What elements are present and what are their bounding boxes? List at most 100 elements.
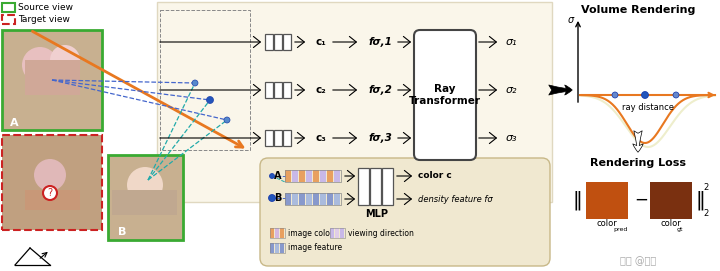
FancyBboxPatch shape (260, 158, 550, 266)
Circle shape (612, 92, 618, 98)
Text: Target view: Target view (18, 15, 70, 24)
Bar (270, 243, 274, 253)
Bar (313, 193, 319, 205)
Bar (320, 193, 326, 205)
Text: σ: σ (568, 15, 574, 25)
Bar (25, 190, 80, 210)
Bar (285, 193, 291, 205)
Bar (2, 15, 15, 24)
Text: 2: 2 (703, 208, 708, 218)
Text: B: B (118, 227, 127, 237)
Bar (2, 135, 102, 230)
Text: σ₃: σ₃ (506, 133, 518, 143)
Text: color: color (661, 218, 681, 227)
Bar (330, 228, 345, 238)
Bar (358, 168, 369, 205)
Text: color: color (597, 218, 617, 227)
Text: image feature: image feature (288, 244, 342, 253)
Circle shape (269, 173, 274, 179)
Circle shape (207, 96, 214, 104)
Bar (265, 130, 273, 146)
Bar (334, 193, 340, 205)
Bar (274, 130, 282, 146)
Circle shape (34, 159, 66, 191)
Text: Rendering Loss: Rendering Loss (590, 158, 686, 168)
Text: gt: gt (677, 227, 683, 233)
Bar (306, 193, 312, 205)
Bar (299, 193, 305, 205)
Text: ‖: ‖ (572, 190, 582, 210)
Bar (335, 228, 339, 238)
Bar (270, 228, 285, 238)
Bar (274, 34, 282, 50)
Bar (112, 190, 177, 215)
Text: ray distance: ray distance (622, 104, 674, 112)
Bar (2, 3, 15, 12)
Bar (283, 34, 291, 50)
Text: A: A (10, 118, 19, 128)
Bar (280, 243, 284, 253)
Bar (292, 170, 298, 182)
Bar (275, 243, 279, 253)
Text: density feature fσ: density feature fσ (418, 195, 492, 204)
Bar (306, 170, 312, 182)
Bar (25, 60, 80, 95)
Text: fσ,2: fσ,2 (368, 85, 392, 95)
Circle shape (269, 195, 276, 202)
Text: c₁: c₁ (315, 37, 325, 47)
Bar (2, 30, 102, 130)
Bar (274, 82, 282, 98)
Bar (320, 170, 326, 182)
FancyBboxPatch shape (414, 30, 476, 160)
Text: A: A (274, 171, 282, 181)
Circle shape (224, 117, 230, 123)
Bar (327, 193, 333, 205)
Text: color c: color c (418, 170, 451, 179)
Circle shape (673, 92, 679, 98)
Bar (334, 170, 340, 182)
Bar (270, 243, 285, 253)
Text: ‖: ‖ (695, 190, 705, 210)
Text: Ray
Transformer: Ray Transformer (409, 84, 481, 106)
Text: image color: image color (288, 228, 333, 237)
Text: B: B (274, 193, 282, 203)
Circle shape (642, 92, 649, 98)
Bar (327, 170, 333, 182)
Bar (330, 228, 334, 238)
Circle shape (22, 47, 58, 83)
Bar (283, 82, 291, 98)
Text: 2: 2 (703, 183, 708, 192)
Text: c₃: c₃ (315, 133, 326, 143)
Text: c₂: c₂ (315, 85, 325, 95)
Bar (586, 182, 628, 219)
Circle shape (43, 186, 57, 200)
Text: ?: ? (48, 188, 53, 198)
Circle shape (50, 45, 80, 75)
Text: pred: pred (613, 227, 627, 233)
Text: fσ,3: fσ,3 (368, 133, 392, 143)
Bar (299, 170, 305, 182)
Bar (650, 182, 692, 219)
Bar (313, 170, 319, 182)
Bar (370, 168, 381, 205)
Bar (270, 228, 274, 238)
Bar (283, 130, 291, 146)
Text: Volume Rendering: Volume Rendering (581, 5, 696, 15)
Bar (285, 193, 341, 205)
Text: σ₂: σ₂ (506, 85, 518, 95)
Bar (275, 228, 279, 238)
Circle shape (192, 80, 198, 86)
Bar (285, 170, 291, 182)
Bar (108, 155, 183, 240)
Text: σ₁: σ₁ (506, 37, 518, 47)
Bar (265, 34, 273, 50)
Text: Source view: Source view (18, 3, 73, 12)
Text: −: − (634, 191, 648, 209)
Text: fσ,1: fσ,1 (368, 37, 392, 47)
Text: MLP: MLP (366, 209, 389, 219)
Bar (280, 228, 284, 238)
Bar (292, 193, 298, 205)
Circle shape (127, 167, 163, 203)
Bar (265, 82, 273, 98)
Text: viewing direction: viewing direction (348, 228, 414, 237)
